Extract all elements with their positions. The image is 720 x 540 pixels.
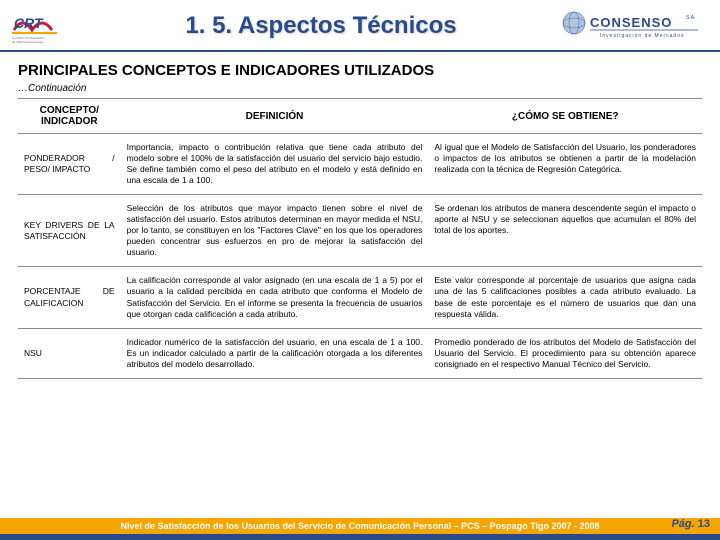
table-row: PORCENTAJE DE CALIFICACION La calificaci… — [18, 267, 702, 328]
cell-how: Al igual que el Modelo de Satisfacción d… — [428, 134, 702, 195]
cell-how: Promedio ponderado de los atributos del … — [428, 328, 702, 378]
svg-text:CRT: CRT — [14, 15, 44, 31]
table-header-row: CONCEPTO/ INDICADOR DEFINICIÓN ¿CÓMO SE … — [18, 99, 702, 134]
svg-text:CONSENSO: CONSENSO — [590, 15, 672, 30]
col-header-concept: CONCEPTO/ INDICADOR — [18, 99, 121, 134]
footer: Nivel de Satisfacción de los Usuarios de… — [0, 518, 720, 540]
continuation-label: …Continuación — [18, 83, 702, 94]
svg-text:S.A.: S.A. — [686, 15, 695, 21]
concepts-table: CONCEPTO/ INDICADOR DEFINICIÓN ¿CÓMO SE … — [18, 98, 702, 379]
subtitle: PRINCIPALES CONCEPTOS E INDICADORES UTIL… — [18, 62, 702, 79]
cell-definition: La calificación corresponde al valor asi… — [121, 267, 429, 328]
col-header-how: ¿CÓMO SE OBTIENE? — [428, 99, 702, 134]
cell-definition: Selección de los atributos que mayor imp… — [121, 195, 429, 267]
cell-concept: PORCENTAJE DE CALIFICACION — [18, 267, 121, 328]
cell-how: Se ordenan los atributos de manera desce… — [428, 195, 702, 267]
svg-text:de Telecomunicaciones: de Telecomunicaciones — [12, 40, 44, 44]
page-number: Pág. 13 — [671, 518, 710, 530]
table-row: NSU Indicador numérico de la satisfacció… — [18, 328, 702, 378]
footer-line — [0, 534, 720, 540]
cell-how: Este valor corresponde al porcentaje de … — [428, 267, 702, 328]
col-header-definition: DEFINICIÓN — [121, 99, 429, 134]
cell-concept: PONDERADOR / PESO/ IMPACTO — [18, 134, 121, 195]
page-number-value: 13 — [698, 518, 710, 530]
table-row: KEY DRIVERS DE LA SATISFACCIÓN Selección… — [18, 195, 702, 267]
page-title: 1. 5. Aspectos Técnicos — [185, 12, 456, 40]
cell-definition: Indicador numérico de la satisfacción de… — [121, 328, 429, 378]
consenso-logo: CONSENSO S.A. Investigación de Mercados — [560, 9, 700, 43]
cell-definition: Importancia, impacto o contribución rela… — [121, 134, 429, 195]
content-area: PRINCIPALES CONCEPTOS E INDICADORES UTIL… — [0, 52, 720, 379]
footer-bar: Nivel de Satisfacción de los Usuarios de… — [0, 518, 720, 534]
cell-concept: KEY DRIVERS DE LA SATISFACCIÓN — [18, 195, 121, 267]
page-label: Pág. — [671, 518, 694, 530]
cell-concept: NSU — [18, 328, 121, 378]
svg-text:Investigación de Mercados: Investigación de Mercados — [600, 33, 684, 39]
table-row: PONDERADOR / PESO/ IMPACTO Importancia, … — [18, 134, 702, 195]
header: CRT Comisión de Regulación de Telecomuni… — [0, 0, 720, 52]
crt-logo: CRT Comisión de Regulación de Telecomuni… — [12, 8, 82, 44]
